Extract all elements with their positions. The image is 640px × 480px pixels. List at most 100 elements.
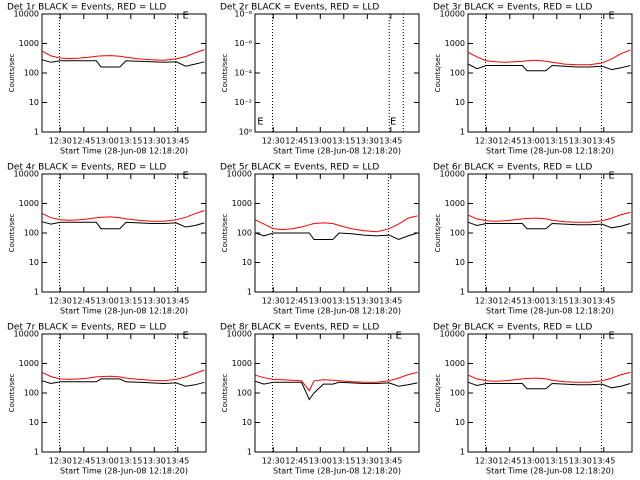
y-tick-label: 10 (242, 418, 252, 427)
y-axis-label: Counts/sec (221, 374, 229, 413)
annotation: E (608, 330, 614, 341)
x-tick-label: 13:45 (592, 137, 615, 146)
y-tick-label: 1000 (19, 39, 39, 48)
y-tick-label: 1000 (445, 199, 465, 208)
annotation: E (608, 170, 614, 181)
x-tick-label: 12:30 (49, 137, 72, 146)
annotation: E (182, 170, 188, 181)
y-tick-label: 1 (34, 448, 39, 457)
plot-frame (41, 173, 207, 293)
y-tick-label: 1 (460, 448, 465, 457)
chart-title: Det 9r BLACK = Events, RED = LLD (433, 323, 592, 333)
y-tick-label: 10000 (227, 170, 252, 179)
y-tick-label: 100 (237, 229, 252, 238)
x-tick-label: 13:00 (96, 137, 119, 146)
x-tick-label: 13:15 (545, 297, 568, 306)
x-tick-label: 13:15 (545, 457, 568, 466)
x-tick-label: 13:45 (166, 137, 189, 146)
x-axis-label: Start Time (28-Jun-08 12:18:20) (273, 147, 401, 156)
x-tick-label: 12:30 (49, 297, 72, 306)
x-tick-label: 12:45 (498, 297, 521, 306)
x-tick-label: 13:00 (96, 297, 119, 306)
y-tick-label: 10⁻⁴ (234, 69, 252, 78)
series-line (42, 49, 205, 61)
series-line (468, 381, 631, 390)
series-line (468, 221, 631, 230)
x-tick-label: 13:15 (119, 137, 142, 146)
x-tick-label: 12:45 (285, 137, 308, 146)
y-tick-label: 10 (29, 258, 39, 267)
y-tick-label: 10 (29, 98, 39, 107)
x-tick-label: 13:00 (96, 457, 119, 466)
x-tick-label: 13:45 (166, 297, 189, 306)
x-axis-label: Start Time (28-Jun-08 12:18:20) (60, 147, 188, 156)
y-tick-label: 10 (455, 258, 465, 267)
x-tick-label: 12:30 (475, 457, 498, 466)
chart-title: Det 6r BLACK = Events, RED = LLD (433, 163, 592, 173)
y-tick-label: 1 (460, 288, 465, 297)
y-tick-label: 100 (450, 389, 465, 398)
x-axis-label: Start Time (28-Jun-08 12:18:20) (486, 307, 614, 316)
y-tick-label: 1000 (445, 359, 465, 368)
x-tick-label: 13:00 (309, 457, 332, 466)
x-tick-label: 13:45 (379, 297, 402, 306)
x-tick-label: 12:45 (72, 297, 95, 306)
x-tick-label: 13:15 (545, 137, 568, 146)
y-tick-label: 100 (24, 389, 39, 398)
x-tick-label: 13:45 (166, 457, 189, 466)
chart-title: Det 1r BLACK = Events, RED = LLD (7, 3, 166, 13)
x-tick-label: 13:00 (522, 297, 545, 306)
x-tick-label: 13:15 (119, 297, 142, 306)
x-axis-label: Start Time (28-Jun-08 12:18:20) (273, 307, 401, 316)
y-tick-label: 10 (455, 98, 465, 107)
x-tick-label: 12:45 (285, 457, 308, 466)
x-tick-label: 13:30 (569, 297, 592, 306)
x-tick-label: 13:15 (332, 137, 355, 146)
x-tick-label: 12:30 (262, 457, 285, 466)
plot-frame (467, 13, 633, 133)
y-tick-label: 100 (24, 69, 39, 78)
plot-frame (467, 173, 633, 293)
series-line (468, 63, 631, 72)
y-tick-label: 10⁰ (239, 128, 252, 137)
x-tick-label: 13:30 (569, 137, 592, 146)
y-tick-label: 10000 (440, 10, 465, 19)
series-line (255, 232, 418, 241)
x-tick-label: 12:45 (72, 137, 95, 146)
x-tick-label: 12:30 (49, 457, 72, 466)
x-tick-label: 12:30 (262, 137, 285, 146)
chart-title: Det 5r BLACK = Events, RED = LLD (220, 163, 379, 173)
y-tick-label: 10⁻⁶ (234, 39, 252, 48)
series-line (42, 210, 205, 222)
y-tick-label: 1000 (19, 199, 39, 208)
chart-title: Det 3r BLACK = Events, RED = LLD (433, 3, 592, 13)
x-tick-label: 13:30 (356, 137, 379, 146)
x-tick-label: 13:30 (143, 297, 166, 306)
x-tick-label: 12:45 (498, 457, 521, 466)
x-axis-label: Start Time (28-Jun-08 12:18:20) (60, 307, 188, 316)
y-tick-label: 10 (29, 418, 39, 427)
x-tick-label: 13:45 (379, 457, 402, 466)
series-line (468, 371, 631, 383)
y-tick-label: 10000 (14, 10, 39, 19)
x-tick-label: 12:30 (475, 297, 498, 306)
x-tick-label: 13:30 (143, 137, 166, 146)
plot-frame (254, 333, 420, 453)
x-axis-label: Start Time (28-Jun-08 12:18:20) (60, 467, 188, 476)
x-tick-label: 12:45 (285, 297, 308, 306)
y-tick-label: 1000 (19, 359, 39, 368)
y-tick-label: 1000 (232, 359, 252, 368)
y-tick-label: 1 (247, 288, 252, 297)
series-line (468, 211, 631, 223)
y-tick-label: 10 (455, 418, 465, 427)
y-tick-label: 1000 (445, 39, 465, 48)
plot-frame (41, 13, 207, 133)
y-tick-label: 1000 (232, 199, 252, 208)
series-line (42, 59, 205, 68)
chart-title: Det 2r BLACK = Events, RED = LLD (220, 3, 379, 13)
y-axis-label: Counts/sec (8, 214, 16, 253)
plot-frame (41, 333, 207, 453)
x-tick-label: 13:00 (309, 137, 332, 146)
